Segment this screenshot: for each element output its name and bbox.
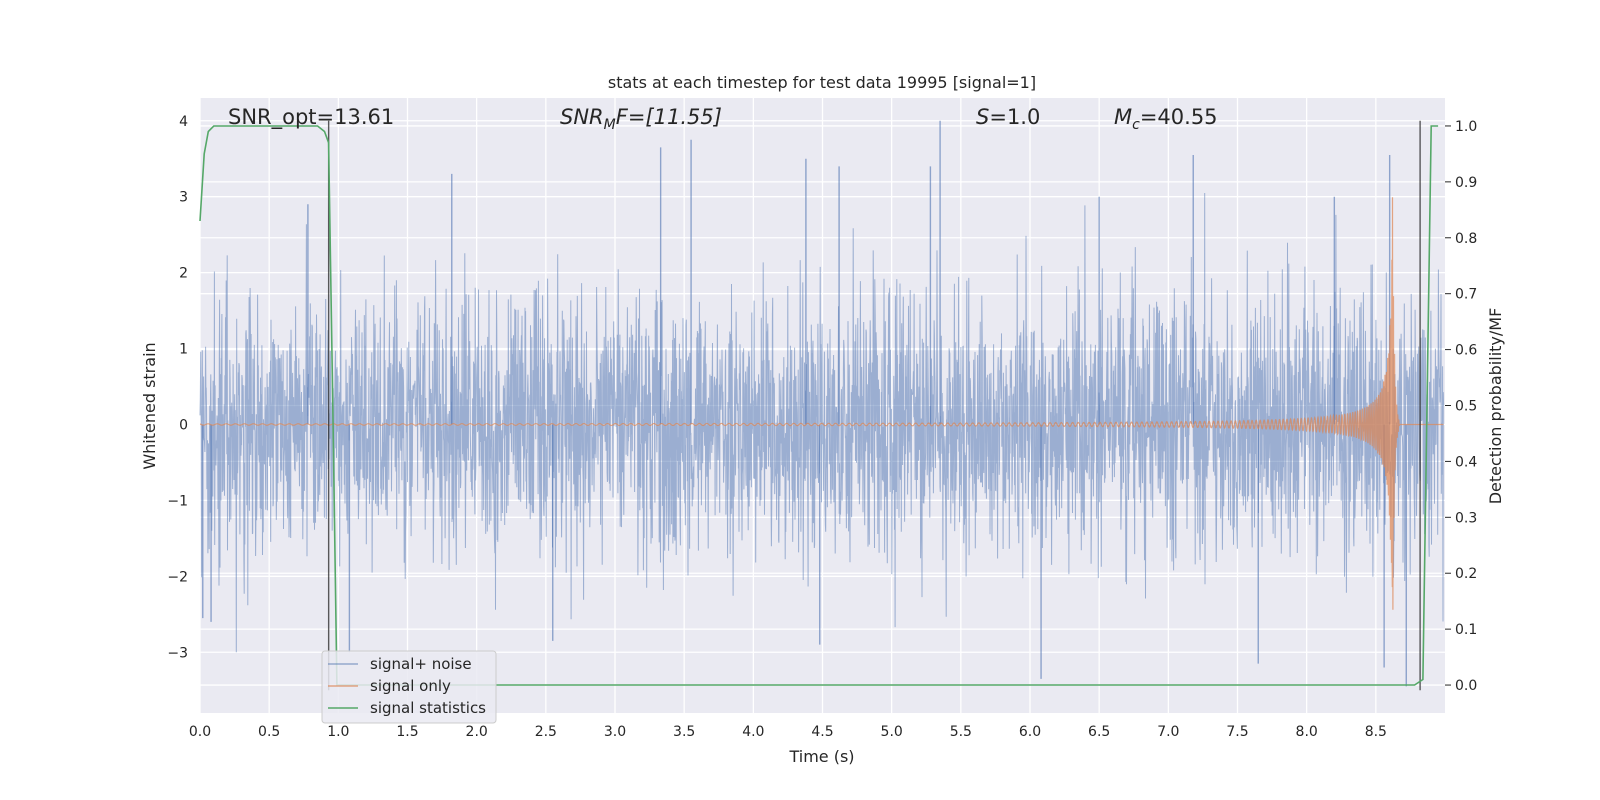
x-tick-label: 0.5 <box>258 724 280 740</box>
y2-tick-label: 0.5 <box>1455 399 1477 415</box>
y-tick-label: 4 <box>179 114 188 130</box>
y2-tick-label: 0.6 <box>1455 343 1477 359</box>
y2-tick-label: 0.3 <box>1455 510 1477 526</box>
legend-label-signal-statistics: signal statistics <box>370 699 486 717</box>
x-tick-label: 7.5 <box>1226 724 1248 740</box>
y2-tick-label: 1.0 <box>1455 119 1477 135</box>
annotation-mc: Mc=40.55 <box>1114 105 1218 133</box>
x-tick-label: 6.0 <box>1019 724 1041 740</box>
x-tick-label: 5.0 <box>881 724 903 740</box>
annotation-s-symbol: S <box>976 105 989 129</box>
annotation-mc-symbol: M <box>1114 105 1132 129</box>
series-signal-only <box>199 197 1444 610</box>
annotation-snr-mf: SNRMF=[11.55] <box>560 105 722 133</box>
annotation-s-rest: =1.0 <box>989 105 1040 129</box>
y-tick-label: 3 <box>179 190 188 206</box>
y2-axis-ticks: 1.0 0.9 0.8 0.7 0.6 0.5 0.4 0.3 0.2 0.1 0.0 <box>1445 119 1477 694</box>
annotation-s: S=1.0 <box>976 105 1040 129</box>
annotation-snr-mf-symbol: SNR <box>560 105 604 129</box>
y2-axis-label: Detection probability/MF <box>1486 308 1505 505</box>
legend-label-signal-plus-noise: signal+ noise <box>370 655 472 673</box>
x-tick-label: 3.5 <box>673 724 695 740</box>
y-tick-label: 2 <box>179 266 188 282</box>
x-tick-label: 7.0 <box>1157 724 1179 740</box>
vertical-markers <box>327 120 1421 691</box>
legend: signal+ noise signal only signal statist… <box>321 650 497 724</box>
y2-tick-label: 0.8 <box>1455 231 1477 247</box>
y-axis-ticks: 4 3 2 1 0 −1 −2 −3 <box>167 114 188 661</box>
annotation-snr-opt: SNR_opt=13.61 <box>228 105 394 130</box>
series-line-signal-plus-noise <box>199 192 1445 653</box>
annotation-mc-sub: c <box>1132 117 1140 133</box>
x-tick-label: 4.0 <box>742 724 764 740</box>
x-tick-label: 6.5 <box>1088 724 1110 740</box>
y-tick-label: −2 <box>167 569 188 585</box>
y2-tick-label: 0.7 <box>1455 287 1477 303</box>
y2-tick-label: 0.4 <box>1455 454 1477 470</box>
x-tick-label: 2.0 <box>466 724 488 740</box>
y-tick-label: 1 <box>179 342 188 358</box>
x-tick-label: 5.5 <box>950 724 972 740</box>
legend-label-signal-only: signal only <box>370 677 451 695</box>
y-axis-label: Whitened strain <box>140 342 159 469</box>
x-axis-label: Time (s) <box>788 747 854 766</box>
x-tick-label: 3.0 <box>604 724 626 740</box>
annotation-mc-rest: =40.55 <box>1140 105 1218 129</box>
x-tick-label: 1.0 <box>327 724 349 740</box>
y2-tick-label: 0.0 <box>1455 678 1477 694</box>
x-tick-label: 8.5 <box>1365 724 1387 740</box>
y2-tick-label: 0.2 <box>1455 566 1477 582</box>
y2-tick-label: 0.9 <box>1455 175 1477 191</box>
y-tick-label: −3 <box>167 645 188 661</box>
y2-tick-label: 0.1 <box>1455 622 1477 638</box>
series-signal-plus-noise <box>199 120 1445 687</box>
x-tick-label: 2.5 <box>535 724 557 740</box>
x-tick-label: 0.0 <box>189 724 211 740</box>
annotation-snr-mf-sub: M <box>604 117 616 133</box>
x-tick-label: 8.0 <box>1296 724 1318 740</box>
legend-box <box>321 650 497 724</box>
y-tick-label: −1 <box>167 493 188 509</box>
x-tick-label: 4.5 <box>811 724 833 740</box>
x-tick-label: 1.5 <box>396 724 418 740</box>
y-tick-label: 0 <box>179 417 188 433</box>
series-line-signal-only <box>199 197 1444 610</box>
chart-title: stats at each timestep for test data 199… <box>608 73 1036 92</box>
x-axis-ticks: 0.0 0.5 1.0 1.5 2.0 2.5 3.0 3.5 4.0 4.5 5.0 5.5 6.0 6… <box>189 724 1387 740</box>
annotation-snr-mf-rest: F=[11.55] <box>616 105 722 129</box>
